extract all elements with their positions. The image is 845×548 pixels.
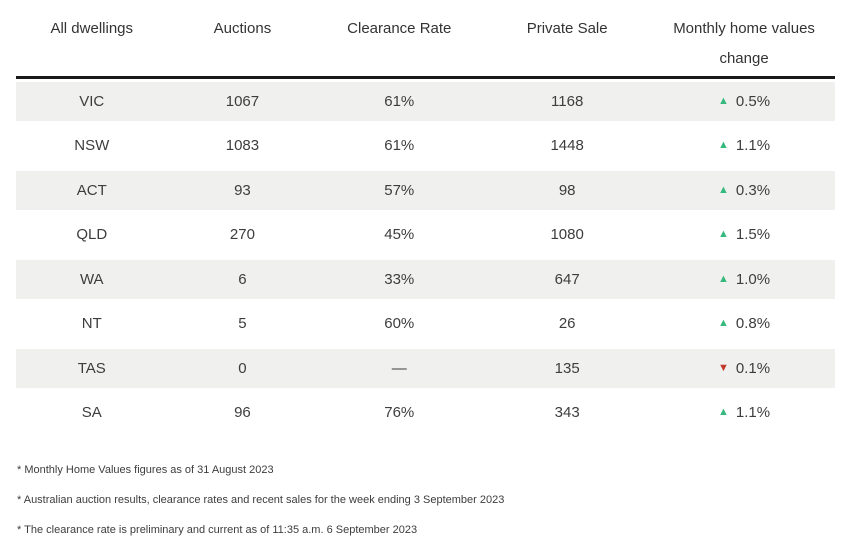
- header-clearance-rate: Clearance Rate: [347, 20, 452, 37]
- clearance-rate-cell: 57%: [384, 181, 415, 199]
- table-row: QLD 270 45% 1080 ▲ 1.5%: [16, 213, 835, 258]
- state-cell: SA: [81, 404, 102, 422]
- header-monthly-home-values-change: Monthly home values change: [673, 20, 815, 67]
- clearance-rate-cell: 61%: [384, 137, 415, 155]
- up-triangle-icon: ▲: [718, 139, 729, 152]
- monthly-change-cell: ▲ 1.5%: [653, 226, 835, 243]
- clearance-rate-cell: 60%: [384, 315, 415, 333]
- table-row: NT 5 60% 26 ▲ 0.8%: [16, 302, 835, 347]
- header-all-dwellings: All dwellings: [50, 20, 134, 37]
- private-sale-cell: 343: [554, 404, 580, 422]
- up-triangle-icon: ▲: [718, 272, 729, 285]
- table-row: WA 6 33% 647 ▲ 1.0%: [16, 257, 835, 302]
- state-cell: NT: [81, 315, 102, 333]
- table-row: ACT 93 57% 98 ▲ 0.3%: [16, 168, 835, 213]
- change-value: 0.3%: [735, 181, 771, 199]
- table-body: VIC 1067 61% 1168 ▲ 0.5% NSW 1083 61% 14…: [16, 79, 835, 435]
- footnote-home-values-date: * Monthly Home Values figures as of 31 A…: [17, 464, 274, 476]
- private-sale-cell: 98: [558, 181, 576, 199]
- clearance-rate-cell: —: [391, 359, 407, 377]
- clearance-rate-cell: 61%: [384, 92, 415, 110]
- state-cell: TAS: [77, 359, 106, 377]
- change-value: 1.0%: [735, 270, 771, 288]
- table-row: NSW 1083 61% 1448 ▲ 1.1%: [16, 124, 835, 169]
- monthly-change-cell: ▲ 1.0%: [653, 271, 835, 288]
- change-value: 0.8%: [735, 315, 771, 333]
- monthly-change-cell: ▲ 1.1%: [653, 404, 835, 421]
- auctions-cell: 5: [238, 315, 247, 333]
- state-cell: ACT: [76, 181, 107, 199]
- monthly-change-cell: ▲ 0.3%: [653, 182, 835, 199]
- private-sale-cell: 1080: [550, 226, 584, 244]
- change-value: 0.1%: [735, 359, 771, 377]
- table-row: VIC 1067 61% 1168 ▲ 0.5%: [16, 79, 835, 124]
- up-triangle-icon: ▲: [718, 317, 729, 330]
- private-sale-cell: 135: [554, 359, 580, 377]
- private-sale-cell: 26: [558, 315, 576, 333]
- private-sale-cell: 647: [554, 270, 580, 288]
- auctions-cell: 270: [229, 226, 255, 244]
- auctions-cell: 0: [238, 359, 247, 377]
- auction-results-table: All dwellings Auctions Clearance Rate Pr…: [16, 0, 835, 435]
- state-cell: VIC: [79, 92, 105, 110]
- auctions-cell: 1067: [225, 92, 260, 110]
- private-sale-cell: 1448: [550, 137, 584, 155]
- private-sale-cell: 1168: [551, 92, 584, 110]
- header-private-sale: Private Sale: [526, 20, 608, 37]
- clearance-rate-cell: 45%: [384, 226, 415, 244]
- change-value: 0.5%: [735, 92, 771, 110]
- auctions-cell: 1083: [225, 137, 260, 155]
- up-triangle-icon: ▲: [718, 406, 729, 419]
- change-value: 1.5%: [735, 226, 771, 244]
- auctions-cell: 6: [238, 270, 247, 288]
- table-row: SA 96 76% 343 ▲ 1.1%: [16, 391, 835, 436]
- up-triangle-icon: ▲: [718, 94, 729, 107]
- clearance-rate-cell: 33%: [384, 270, 415, 288]
- footnotes: * Monthly Home Values figures as of 31 A…: [17, 464, 504, 548]
- table-header-row: All dwellings Auctions Clearance Rate Pr…: [16, 0, 835, 79]
- monthly-change-cell: ▲ 0.5%: [653, 93, 835, 110]
- monthly-change-cell: ▲ 0.8%: [653, 315, 835, 332]
- header-auctions: Auctions: [213, 20, 272, 37]
- up-triangle-icon: ▲: [718, 228, 729, 241]
- clearance-rate-cell: 76%: [384, 404, 415, 422]
- monthly-change-cell: ▼ 0.1%: [653, 360, 835, 377]
- state-cell: WA: [79, 270, 104, 288]
- auctions-cell: 96: [234, 404, 251, 422]
- auctions-cell: 93: [234, 181, 251, 199]
- state-cell: NSW: [74, 137, 110, 155]
- footnote-clearance-preliminary: * The clearance rate is preliminary and …: [17, 524, 418, 536]
- down-triangle-icon: ▼: [718, 361, 729, 374]
- change-value: 1.1%: [735, 404, 771, 422]
- change-value: 1.1%: [735, 137, 771, 155]
- footnote-week-ending: * Australian auction results, clearance …: [17, 494, 505, 506]
- monthly-change-cell: ▲ 1.1%: [653, 137, 835, 154]
- up-triangle-icon: ▲: [718, 183, 729, 196]
- table-row: TAS 0 — 135 ▼ 0.1%: [16, 346, 835, 391]
- state-cell: QLD: [76, 226, 108, 244]
